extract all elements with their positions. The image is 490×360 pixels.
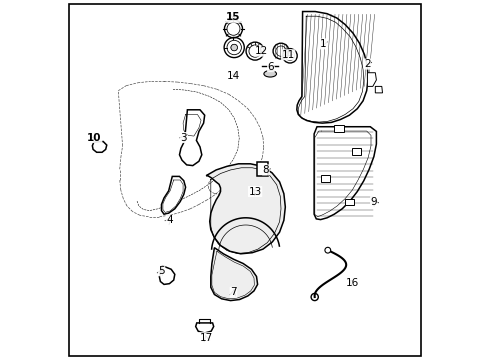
Text: 12: 12 (255, 46, 268, 56)
Circle shape (231, 44, 238, 51)
Text: 1: 1 (320, 39, 327, 49)
Text: 10: 10 (87, 132, 102, 143)
Polygon shape (368, 73, 376, 86)
Polygon shape (375, 86, 383, 93)
Polygon shape (211, 248, 258, 301)
Bar (351, 148, 361, 155)
Text: 5: 5 (158, 266, 165, 276)
Polygon shape (206, 164, 285, 254)
Polygon shape (314, 127, 376, 220)
Text: 3: 3 (180, 132, 187, 143)
Polygon shape (159, 266, 175, 284)
Text: 14: 14 (227, 71, 240, 81)
Polygon shape (92, 141, 107, 152)
Polygon shape (179, 110, 205, 166)
Polygon shape (196, 323, 214, 333)
Text: 13: 13 (248, 186, 262, 197)
Polygon shape (297, 12, 368, 123)
Bar (334, 125, 344, 132)
Polygon shape (257, 162, 268, 176)
Text: 7: 7 (230, 287, 237, 297)
Bar (321, 175, 330, 182)
Text: 16: 16 (345, 278, 359, 288)
Text: 4: 4 (166, 215, 172, 225)
Ellipse shape (264, 71, 276, 77)
Text: 11: 11 (282, 50, 295, 60)
Polygon shape (162, 176, 186, 214)
Text: 2: 2 (364, 59, 371, 69)
Text: 6: 6 (268, 62, 274, 72)
Text: 8: 8 (263, 165, 269, 175)
Text: 9: 9 (370, 197, 377, 207)
Circle shape (325, 247, 331, 253)
Bar (345, 199, 354, 205)
Text: 17: 17 (199, 333, 213, 343)
Text: 15: 15 (226, 12, 241, 22)
